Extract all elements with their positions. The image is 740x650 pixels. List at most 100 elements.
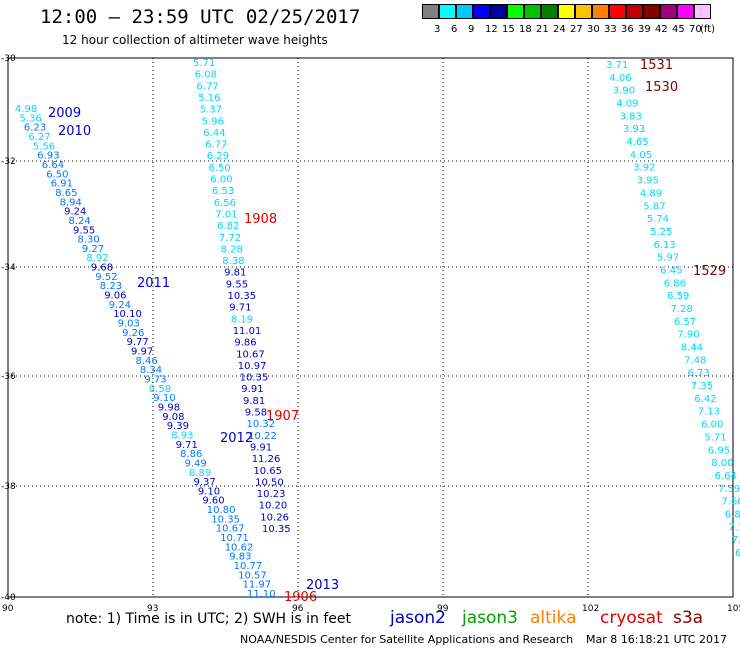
wave-height-value: 7.66: [721, 497, 740, 508]
wave-height-value: 6.13: [654, 240, 676, 251]
wave-height-value: 9.37: [194, 477, 216, 488]
wave-height-value: 6.00: [210, 175, 232, 186]
lon-label: 102: [582, 604, 599, 614]
legend-swatch: [643, 4, 660, 19]
wave-height-value: 9.71: [176, 440, 198, 451]
wave-height-value: 6.53: [212, 186, 234, 197]
wave-height-value: 9.86: [234, 338, 256, 349]
legend-swatch: [456, 4, 473, 19]
wave-height-value: 9.06: [104, 291, 126, 302]
wave-height-value: 9.73: [144, 375, 166, 386]
wave-height-value: 4.65: [626, 137, 648, 148]
satellite-jason2: jason2: [390, 608, 446, 628]
wave-height-value: 6.45: [660, 266, 682, 277]
wave-height-value: 9.24: [64, 207, 86, 218]
lon-label: 96: [292, 604, 304, 614]
wave-height-value: 3.83: [620, 111, 642, 122]
wave-height-value: 9.97: [131, 347, 153, 358]
wave-height-value: 10.67: [236, 349, 265, 360]
wave-height-value: 3.90: [613, 86, 635, 97]
credit-text: NOAA/NESDIS Center for Satellite Applica…: [240, 633, 574, 646]
wave-height-value: 9.98: [158, 403, 180, 414]
lon-label: 99: [437, 604, 449, 614]
legend-label: 18: [519, 24, 532, 35]
wave-height-value: 10.35: [240, 373, 269, 384]
lon-label: 105: [727, 604, 740, 614]
wave-height-value: 9.60: [202, 496, 224, 507]
wave-height-value: 10.71: [220, 533, 249, 544]
wave-height-value: 6.93: [37, 151, 59, 162]
wave-height-value: 7.48: [684, 355, 706, 366]
wave-height-value: 11.97: [243, 580, 272, 591]
track-label: 2009: [48, 106, 81, 121]
wave-height-value: 7.13: [698, 407, 720, 418]
wave-height-value: 4.98: [15, 104, 37, 115]
wave-height-value: 8.24: [69, 216, 91, 227]
wave-height-value: 8.28: [221, 244, 243, 255]
wave-height-value: 10.65: [253, 466, 282, 477]
wave-height-value: 7.59: [718, 484, 740, 495]
wave-height-value: 8.34: [140, 365, 162, 376]
wave-height-value: 6.82: [217, 221, 239, 232]
wave-height-value: 9.10: [198, 486, 220, 497]
legend-label: 70: [689, 24, 702, 35]
wave-height-value: 3.95: [637, 176, 659, 187]
lat-label: -40: [1, 593, 16, 603]
wave-height-value: 6.23: [24, 123, 46, 134]
wave-height-value: 9.71: [229, 303, 251, 314]
wave-height-value: 8.38: [222, 256, 244, 267]
wave-height-value: 6.29: [207, 151, 229, 162]
satellite-altika: altika: [530, 608, 577, 628]
wave-height-value: 6.73: [688, 368, 710, 379]
wave-height-value: 9.27: [82, 244, 104, 255]
wave-height-value: 7.41: [732, 535, 740, 546]
wave-height-value: 10.26: [260, 512, 289, 523]
legend-swatch: [660, 4, 677, 19]
map-title: 12:00 – 23:59 UTC 02/25/2017: [40, 6, 361, 28]
wave-height-value: 11.26: [252, 454, 281, 465]
legend-label: 27: [570, 24, 583, 35]
wave-height-value: 10.97: [238, 361, 267, 372]
satellite-jason3: jason3: [462, 608, 518, 628]
track-label: 2010: [58, 124, 91, 139]
lon-label: 90: [2, 604, 14, 614]
track-label: 1531: [640, 58, 673, 73]
wave-height-value: 6.95: [708, 445, 730, 456]
legend-label: (ft): [700, 24, 716, 35]
timestamp-text: Mar 8 16:18:21 UTC 2017: [586, 633, 727, 646]
legend-label: 39: [638, 24, 651, 35]
wave-height-value: 9.39: [167, 421, 189, 432]
wave-height-value: 8.44: [681, 343, 703, 354]
wave-height-value: 10.10: [113, 309, 142, 320]
legend-swatch: [575, 4, 592, 19]
wave-height-value: 9.81: [243, 396, 265, 407]
wave-height-value: 10.35: [228, 291, 257, 302]
wave-height-value: 10.62: [225, 542, 254, 553]
legend-swatch: [422, 4, 439, 19]
wave-height-value: 5.71: [193, 58, 215, 69]
wave-height-value: 8.00: [711, 458, 733, 469]
wave-height-value: 6.91: [51, 179, 73, 190]
wave-height-value: 6.50: [209, 163, 231, 174]
wave-height-value: 8.30: [78, 235, 100, 246]
lon-label: 93: [147, 604, 158, 614]
track-labels: 2009 2010 2011 2012 2013 1908 1907 1906 1531 1530…: [48, 58, 726, 605]
satellite-s3a: s3a: [673, 608, 704, 628]
wave-height-value: 8.19: [231, 314, 253, 325]
wave-height-value: 5.56: [33, 141, 55, 152]
wave-height-value: 9.52: [95, 272, 117, 283]
wave-height-value: 8.94: [60, 197, 82, 208]
wave-height-value: 5.37: [200, 105, 222, 116]
wave-height-value: 5.25: [650, 227, 672, 238]
wave-height-value: 9.77: [127, 337, 149, 348]
lat-label: -38: [1, 482, 16, 492]
wave-height-value: 9.83: [229, 552, 251, 563]
wave-height-value: 9.10: [153, 393, 175, 404]
track-label: 1907: [266, 409, 299, 424]
wave-height-value: 4.09: [616, 99, 638, 110]
wave-height-value: 7.01: [215, 210, 237, 221]
note-text: note: 1) Time is in UTC; 2) SWH is in fe…: [66, 611, 352, 627]
wave-height-value: 8.58: [149, 384, 171, 395]
legend-swatch: [677, 4, 694, 19]
wave-height-value: 10.57: [238, 570, 267, 581]
